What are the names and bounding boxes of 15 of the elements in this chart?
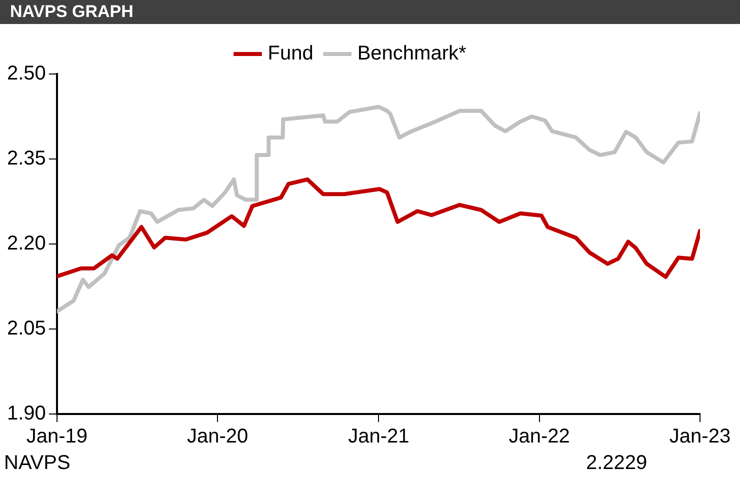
chart-title: NAVPS GRAPH (0, 0, 740, 24)
y-tick-label: 2.50 (6, 62, 46, 85)
y-tick-label: 2.20 (6, 232, 46, 255)
x-tick-label: Jan-22 (508, 426, 570, 448)
y-tick-label: 2.35 (6, 148, 46, 170)
x-tick-label: Jan-23 (669, 426, 731, 448)
text: 2.2229 (586, 452, 648, 475)
x-tick-label: Jan-21 (348, 426, 410, 448)
text: NAVPS (4, 452, 70, 475)
y-tick-label: 1.90 (6, 402, 46, 425)
legend-label: Benchmark* (357, 42, 466, 65)
y-tick-label: 2.05 (6, 318, 46, 340)
legend-label: Fund (268, 42, 314, 65)
x-tick-label: Jan-20 (187, 426, 248, 448)
x-tick-label: Jan-19 (26, 426, 88, 448)
